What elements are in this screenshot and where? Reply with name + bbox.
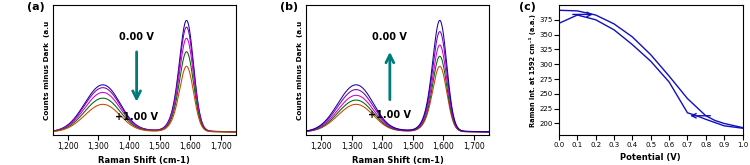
Text: 0.00 V: 0.00 V	[119, 32, 154, 42]
Text: (c): (c)	[518, 2, 536, 12]
Y-axis label: Raman Int. at 1592 cm⁻¹ (a.a.): Raman Int. at 1592 cm⁻¹ (a.a.)	[530, 14, 536, 127]
Y-axis label: Counts minus Dark  (a.u: Counts minus Dark (a.u	[44, 20, 50, 120]
Y-axis label: Counts minus Dark  (a.u: Counts minus Dark (a.u	[297, 20, 303, 120]
X-axis label: Potential (V): Potential (V)	[620, 153, 681, 162]
Text: (b): (b)	[280, 2, 298, 12]
X-axis label: Raman Shift (cm-1): Raman Shift (cm-1)	[98, 156, 190, 165]
Text: (a): (a)	[27, 2, 44, 12]
Text: +1.00 V: +1.00 V	[115, 112, 158, 122]
Text: 0.00 V: 0.00 V	[373, 32, 407, 42]
Text: +1.00 V: +1.00 V	[368, 110, 411, 120]
X-axis label: Raman Shift (cm-1): Raman Shift (cm-1)	[352, 156, 443, 165]
